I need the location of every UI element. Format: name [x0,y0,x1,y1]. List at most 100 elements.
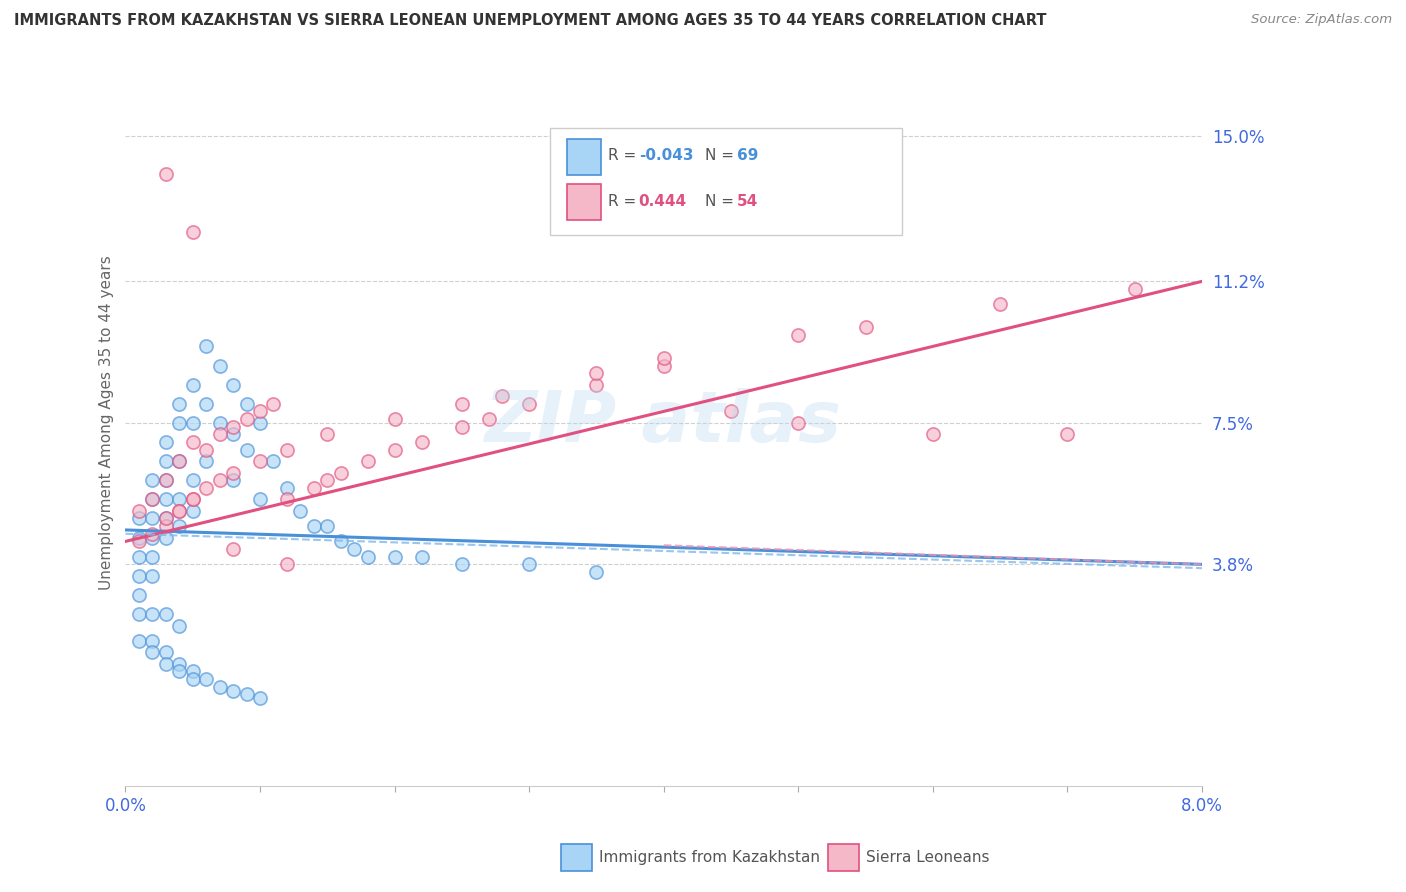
Point [855,320,877,334]
Point [208,473,231,487]
Point [155,657,177,671]
Point [155,492,177,507]
Text: R =: R = [607,147,641,162]
Point [181,492,204,507]
Point [181,377,204,392]
Point [222,427,245,442]
Point [128,549,150,564]
Point [128,569,150,583]
Point [141,607,163,621]
Text: R =: R = [607,194,641,209]
Text: ZIP atlas: ZIP atlas [485,388,842,458]
Point [235,412,257,426]
Point [181,435,204,450]
Point [316,519,339,533]
Point [329,466,352,480]
Point [988,297,1011,311]
Point [222,473,245,487]
Point [128,633,150,648]
Point [141,473,163,487]
Point [276,492,298,507]
Point [1123,282,1146,296]
Point [302,519,325,533]
Point [155,167,177,181]
Point [195,454,218,468]
Point [652,351,675,365]
Point [249,691,271,706]
Point [128,531,150,545]
Point [1056,427,1078,442]
Point [141,526,163,541]
Text: N =: N = [704,194,738,209]
Point [155,511,177,525]
Point [128,588,150,602]
Point [128,607,150,621]
Point [155,519,177,533]
Point [222,542,245,557]
Point [517,558,540,572]
Point [155,511,177,525]
Text: 0.444: 0.444 [638,194,686,209]
Point [357,549,380,564]
Point [169,657,191,671]
Point [276,442,298,457]
Point [585,565,607,579]
Point [181,672,204,686]
Point [155,473,177,487]
Point [249,492,271,507]
Point [652,359,675,373]
Point [316,473,339,487]
Point [208,359,231,373]
Point [302,481,325,495]
Point [195,397,218,411]
Text: 54: 54 [737,194,758,209]
Point [169,397,191,411]
Point [451,397,474,411]
Point [181,225,204,239]
Y-axis label: Unemployment Among Ages 35 to 44 years: Unemployment Among Ages 35 to 44 years [100,255,114,591]
Point [141,633,163,648]
Point [169,504,191,518]
Point [451,558,474,572]
Point [195,442,218,457]
Point [384,549,406,564]
Point [235,687,257,701]
Point [141,645,163,659]
Point [181,416,204,430]
Point [235,397,257,411]
Point [263,454,285,468]
Point [585,366,607,380]
Point [384,412,406,426]
Point [195,672,218,686]
Point [181,504,204,518]
Point [343,542,366,557]
Point [491,389,513,403]
Point [787,327,810,342]
Point [411,549,433,564]
Point [155,473,177,487]
Point [141,492,163,507]
Point [316,427,339,442]
Point [195,339,218,353]
Point [155,435,177,450]
Point [411,435,433,450]
Point [517,397,540,411]
Point [208,416,231,430]
Point [155,454,177,468]
Point [169,504,191,518]
Point [128,504,150,518]
Point [141,531,163,545]
Point [276,558,298,572]
Point [181,492,204,507]
Point [169,492,191,507]
Point [169,618,191,632]
Text: IMMIGRANTS FROM KAZAKHSTAN VS SIERRA LEONEAN UNEMPLOYMENT AMONG AGES 35 TO 44 YE: IMMIGRANTS FROM KAZAKHSTAN VS SIERRA LEO… [14,13,1046,29]
Point [181,665,204,679]
Point [478,412,501,426]
Text: 69: 69 [737,147,758,162]
Point [195,481,218,495]
Point [329,534,352,549]
Point [787,416,810,430]
Point [384,442,406,457]
Text: Immigrants from Kazakhstan: Immigrants from Kazakhstan [599,850,820,864]
